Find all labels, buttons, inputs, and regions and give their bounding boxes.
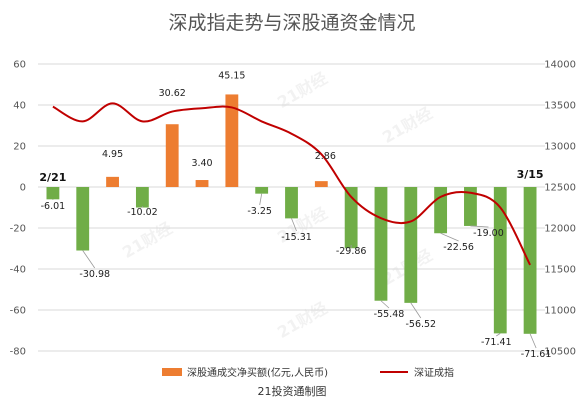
- y-left-tick-label: 40: [13, 101, 26, 112]
- chart-title: 深成指走势与深股通资金情况: [168, 12, 415, 34]
- y-right-tick-label: 12500: [544, 183, 576, 194]
- y-left-tick-label: 60: [13, 60, 26, 71]
- date-markers: 2/21 3/15: [39, 168, 543, 184]
- bar-value-label: 4.95: [102, 149, 123, 160]
- bar-value-label: -15.31: [281, 232, 312, 243]
- watermark-text: 21财经: [274, 298, 331, 342]
- bar-series: [46, 94, 537, 334]
- y-left-tick-label: 20: [13, 142, 26, 153]
- watermark-text: 21财经: [119, 218, 176, 262]
- bar-value-label: 3.40: [191, 158, 212, 169]
- date-marker-start: 2/21: [39, 171, 66, 184]
- label-leader-line: [82, 250, 96, 269]
- bar: [255, 187, 269, 194]
- bar: [314, 181, 328, 187]
- bar-value-label: -30.98: [79, 269, 110, 280]
- index-line: [52, 102, 531, 266]
- watermark-text: 21财经: [379, 103, 436, 147]
- y-axis-left: 60 40 20 0 -20 -40 -60 -80: [10, 60, 26, 358]
- bar-value-label: -6.01: [41, 201, 66, 212]
- bar: [106, 176, 119, 187]
- line-series: [52, 102, 531, 266]
- bar: [285, 187, 298, 219]
- y-right-tick-label: 13000: [544, 142, 576, 153]
- bar: [404, 187, 418, 303]
- bar: [165, 124, 179, 187]
- label-leader-line: [259, 193, 263, 206]
- date-marker-end: 3/15: [517, 168, 544, 181]
- bar-value-label: -71.41: [481, 337, 512, 348]
- label-leader-line: [496, 333, 501, 337]
- bar-value-label: -29.86: [336, 246, 367, 257]
- bar: [374, 187, 388, 301]
- bar-value-label: -55.48: [374, 309, 405, 320]
- bar-value-label: 2.86: [315, 151, 336, 162]
- y-right-tick-label: 11000: [544, 306, 576, 317]
- bar: [464, 187, 477, 226]
- legend-swatch-bar: [162, 368, 182, 376]
- bar: [344, 187, 358, 249]
- bar-value-label: -19.00: [473, 228, 504, 239]
- y-left-tick-label: -40: [10, 265, 26, 276]
- y-axis-right: 14000 13500 13000 12500 12000 11500 11000 10500: [544, 60, 576, 358]
- label-leader-line: [291, 218, 297, 232]
- bar-value-label: -71.61: [521, 349, 552, 360]
- bar: [493, 187, 507, 334]
- y-right-tick-label: 14000: [544, 60, 576, 71]
- bar-value-label: -22.56: [443, 242, 474, 253]
- label-leader-line: [529, 333, 537, 349]
- bar: [523, 187, 537, 334]
- bar-value-label: -10.02: [127, 207, 158, 218]
- legend-label-line: 深证成指: [414, 366, 454, 379]
- watermark-layer: 21财经21财经21财经21财经21财经21财经: [119, 68, 436, 342]
- bar: [195, 180, 209, 187]
- label-leader-line: [380, 300, 390, 309]
- legend-label-bar: 深股通成交净买额(亿元,人民币): [187, 366, 328, 379]
- bar-value-label: -56.52: [405, 319, 436, 330]
- label-leader-line: [440, 232, 459, 242]
- bar: [46, 187, 60, 200]
- y-left-tick-label: 0: [20, 183, 26, 194]
- label-leader-line: [470, 225, 489, 228]
- y-right-tick-label: 13500: [544, 101, 576, 112]
- bar: [225, 94, 239, 187]
- y-right-tick-label: 12000: [544, 224, 576, 235]
- bar-value-label: 45.15: [218, 70, 245, 81]
- bar-value-label: 30.62: [159, 88, 186, 99]
- data-labels: -6.01 -30.98 4.95 -10.02 30.62 3.40 45.15 -3.25…: [41, 70, 552, 360]
- y-right-tick-label: 11500: [544, 265, 576, 276]
- y-left-tick-label: -60: [10, 306, 26, 317]
- y-left-tick-label: -80: [10, 347, 26, 358]
- bar: [76, 187, 90, 251]
- legend: 深股通成交净买额(亿元,人民币) 深证成指: [162, 366, 454, 379]
- y-right-tick-label: 10500: [544, 347, 576, 358]
- y-left-tick-label: -20: [10, 224, 26, 235]
- label-leader-line: [410, 302, 422, 319]
- credit-text: 21投资通制图: [258, 384, 327, 398]
- bar-value-label: -3.25: [247, 206, 272, 217]
- bar: [135, 187, 149, 208]
